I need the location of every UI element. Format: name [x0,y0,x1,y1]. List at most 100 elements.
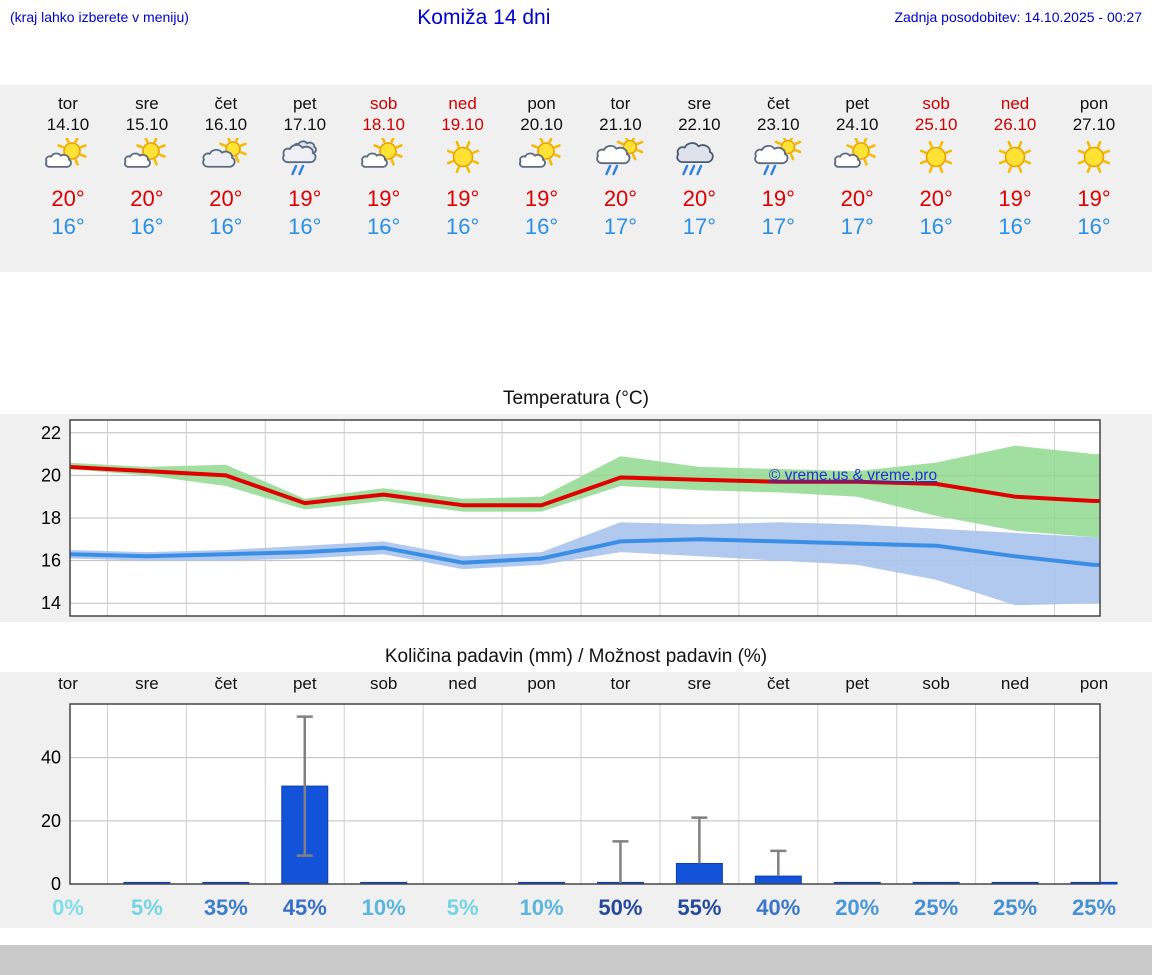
precip-day-label: sre [687,674,712,693]
high-temp: 19° [524,186,559,211]
high-temp: 20° [603,186,638,211]
forecast-day-column[interactable]: sre 15.10 20° 16° [104,93,190,241]
weather-icon-partly-sunny [104,138,190,180]
precip-probability: 40% [756,895,801,920]
day-date: 14.10 [46,115,90,134]
high-temp: 20° [51,186,85,211]
low-temp: 17° [840,214,874,239]
precip-probability: 45% [282,895,327,920]
precip-day-label: čet [766,674,790,693]
day-date: 16.10 [204,115,248,134]
day-name: tor [58,94,78,113]
precip-y-tick: 40 [41,748,61,768]
weather-icon-partly-sunny [499,138,585,180]
precip-y-tick: 0 [51,874,61,894]
high-temp: 20° [682,186,717,211]
day-name: ned [1000,94,1030,113]
precip-day-label: pet [845,674,870,693]
day-name: sre [135,94,159,113]
day-date: 18.10 [362,115,405,134]
precip-day-label: tor [610,674,631,693]
weather-icon-partly-sunny [341,138,427,180]
precipitation-section: tor sre čet pet sob ned pon tor sre čet pet sob ned p… [0,672,1152,928]
day-date: 23.10 [757,115,800,134]
precip-day-label: ned [1000,674,1030,693]
precip-day-label: tor [58,674,78,693]
precip-probability: 5% [446,895,479,920]
precip-chart-title: Količina padavin (mm) / Možnost padavin … [384,646,768,667]
day-name: sob [369,94,398,113]
day-name: pet [845,94,870,113]
forecast-day-column[interactable]: čet 23.10 19° 17° [735,93,821,241]
forecast-day-column[interactable]: čet 16.10 20° 16° [183,93,269,241]
weather-icon-sunny [1051,138,1137,180]
day-name: sre [687,94,712,113]
forecast-day-column[interactable]: sob 25.10 20° 16° [893,93,979,241]
page-header: (kraj lahko izberete v meniju) Komiža 14… [0,0,1152,48]
temp-y-tick: 20 [41,465,61,485]
high-temp: 19° [1077,186,1111,211]
weather-icon-sun-rain [735,138,821,180]
forecast-day-column[interactable]: pet 17.10 19° 16° [262,93,348,241]
day-name: čet [214,94,238,113]
precip-probability: 25% [1071,895,1117,920]
weather-icon-sunny [972,138,1058,180]
high-temp: 20° [919,186,953,211]
weather-icon-sunny [420,138,506,180]
weather-icon-sunny [893,138,979,180]
weather-icon-rain [262,138,348,180]
day-name: sob [922,94,950,113]
forecast-day-column[interactable]: pon 20.10 19° 16° [499,93,585,241]
page-title: Komiža 14 dni [417,6,551,29]
forecast-day-column[interactable]: tor 14.10 20° 16° [25,93,111,241]
day-name: čet [766,94,790,113]
temp-y-tick: 16 [41,551,61,571]
day-date: 22.10 [678,115,721,134]
forecast-day-column[interactable]: sob 18.10 19° 16° [341,93,427,241]
temp-y-tick: 14 [41,593,61,613]
day-name: pon [527,94,556,113]
forecast-day-column[interactable]: pon 27.10 19° 16° [1051,93,1137,241]
high-temp: 20° [130,186,164,211]
weather-icon-partly-sunny [25,138,111,180]
weather-icon-sun-rain [577,138,663,180]
low-temp: 16° [51,214,85,239]
high-temp: 19° [367,186,401,211]
day-name: tor [610,94,631,113]
low-temp: 16° [998,214,1032,239]
precip-day-labels-row: tor sre čet pet sob ned pon tor sre čet pet sob ned p… [0,672,1152,698]
forecast-day-column[interactable]: ned 19.10 19° 16° [420,93,506,241]
day-date: 15.10 [125,115,169,134]
temperature-chart: 14 16 18 20 22 © vreme.us & vreme.pro [41,419,1101,617]
precip-day-label: čet [214,674,238,693]
low-temp: 16° [367,214,401,239]
precip-bar [754,875,802,885]
high-temp: 20° [840,186,874,211]
precip-probability: 55% [677,895,722,920]
forecast-day-column[interactable]: ned 26.10 19° 16° [972,93,1058,241]
precipitation-chart: 0 20 40 [41,703,1118,894]
low-temp: 16° [524,214,559,239]
low-temp: 16° [445,214,480,239]
footer-bar [0,945,1152,975]
weather-icon-partly-sunny [814,138,900,180]
forecast-day-column[interactable]: pet 24.10 20° 17° [814,93,900,241]
forecast-strip: tor 14.10 20° 16° sre 15.10 20° 16° čet 16.10 20° 1… [0,85,1152,272]
watermark-link[interactable]: © vreme.us & vreme.pro [769,467,937,484]
precip-probability: 35% [203,895,248,920]
forecast-day-column[interactable]: tor 21.10 20° 17° [577,93,663,241]
day-date: 24.10 [835,115,879,134]
high-temp: 19° [288,186,322,211]
low-temp: 16° [130,214,164,239]
high-temp: 19° [445,186,480,211]
weather-icon-cloudy-sun [183,138,269,180]
precip-probability: 20% [835,895,880,920]
day-name: pet [292,94,317,113]
temp-y-tick: 22 [41,423,61,443]
low-temp: 16° [288,214,322,239]
precip-probability: 25% [993,895,1038,920]
forecast-day-column[interactable]: sre 22.10 20° 17° [656,93,742,241]
precip-day-label: pon [527,674,556,693]
low-temp: 16° [1077,214,1111,239]
high-temp-line [70,465,1100,508]
